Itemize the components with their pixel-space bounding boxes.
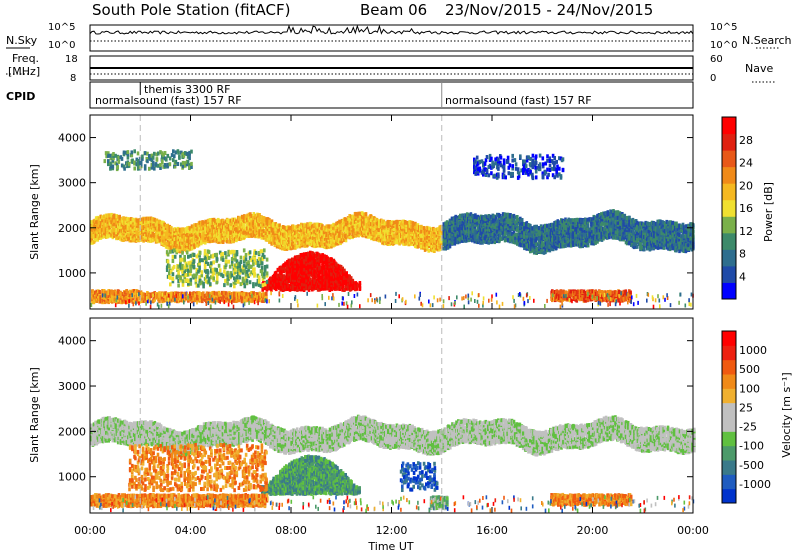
power-data-cells — [91, 149, 695, 309]
freq-unit: [MHz] — [8, 65, 40, 78]
date-range: 23/Nov/2015 - 24/Nov/2015 — [445, 1, 653, 19]
nave-tick-high: 60 — [710, 54, 723, 65]
beam-label: Beam 06 — [360, 1, 427, 19]
nsearch-tick-high: 10^5 — [710, 22, 737, 33]
cpid-marker: themis 3300 RF — [144, 83, 231, 96]
nsky-tick-high: 10^5 — [48, 22, 75, 33]
freq-tick-low: 8 — [70, 73, 76, 84]
power-cell — [170, 227, 173, 231]
nave-label: Nave — [745, 62, 773, 75]
nsky-label: N.Sky — [6, 34, 38, 47]
power-cell — [365, 212, 368, 216]
nsearch-tick-low: 10^0 — [710, 40, 737, 51]
power-cell — [113, 214, 116, 218]
cpid-segment-2: normalsound (fast) 157 RF — [445, 94, 592, 107]
nsky-tick-low: 10^0 — [48, 40, 75, 51]
chart-title: South Pole Station (fitACF) — [92, 1, 290, 19]
power-cell — [427, 249, 430, 253]
freq-label: Freq. — [12, 52, 39, 65]
power-cell — [555, 246, 558, 250]
freq-tick-high: 18 — [65, 54, 78, 65]
cpid-label: CPID — [6, 90, 35, 103]
nsky-frame — [90, 25, 693, 51]
nave-tick-low: 0 — [710, 73, 716, 84]
power-cell — [521, 218, 524, 222]
power-cell — [235, 219, 238, 223]
nsearch-label: N.Search — [742, 34, 792, 47]
nsky-trace — [90, 26, 693, 34]
